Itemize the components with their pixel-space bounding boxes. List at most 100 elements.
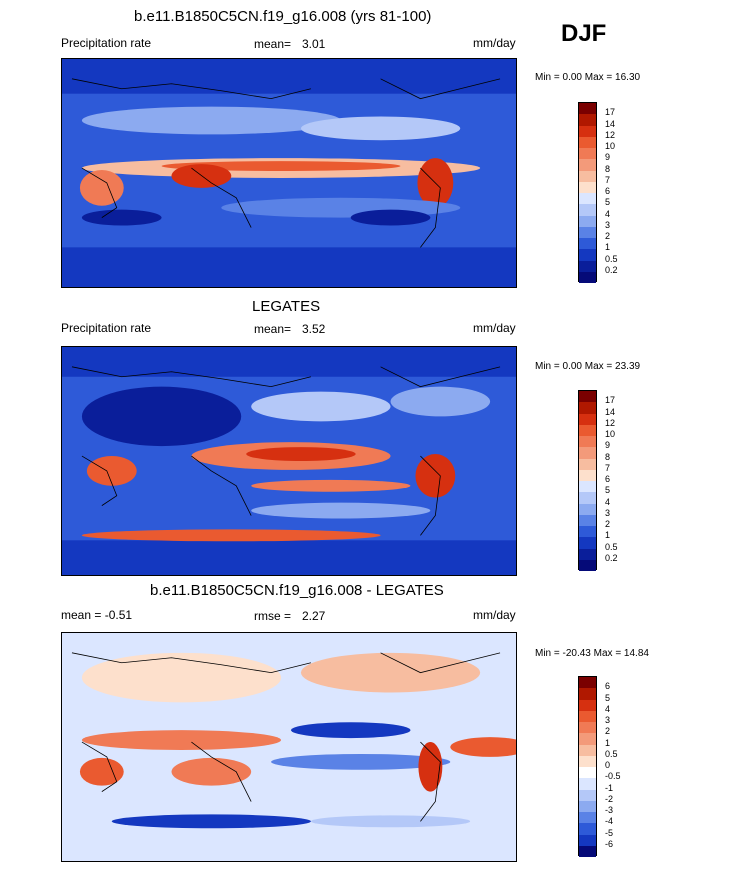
colorbar-segment [579,699,596,711]
colorbar-segment [579,215,596,227]
colorbar-segment [579,469,596,481]
colorbar-tick-label: 6 [605,186,611,196]
colorbar-tick-label: 14 [605,406,616,417]
colorbar-tick-label: 5 [605,692,611,703]
colorbar-tick-label: 8 [605,451,611,462]
colorbar-tick-label: 9 [605,152,611,163]
colorbar-tick-label: 3 [605,219,611,230]
panel3-stat-label: rmse = [254,609,292,623]
colorbar-segment [579,537,596,549]
colorbar-tick-label: 3 [605,715,611,725]
panel1-left-label: Precipitation rate [61,36,152,50]
colorbar-tick-label: -4 [605,816,614,827]
season-label: DJF [561,20,607,47]
panel3-stat-value: 2.27 [302,609,326,623]
colorbar-segment [579,447,596,459]
colorbar-segment [579,170,596,182]
panel1-title: b.e11.B1850C5CN.f19_g16.008 (yrs 81-100) [134,8,432,25]
colorbar-tick-label: 1 [605,737,611,748]
colorbar-tick-label: 2 [605,726,611,737]
colorbar-tick-label: 5 [605,197,611,208]
colorbar-tick-label: 4 [605,208,611,219]
colorbar-tick-label: 8 [605,163,611,174]
panel2-map [61,346,517,576]
colorbar-tick-label: 2 [605,519,611,529]
colorbar-segment [579,503,596,515]
panel2-stat-label: mean= [254,322,292,336]
colorbar-segment [579,481,596,493]
colorbar-segment [579,845,596,857]
colorbar-segment [579,812,596,824]
colorbar-tick-label: 6 [605,474,611,484]
colorbar-tick-label: -3 [605,805,614,815]
colorbar-tick-label: 5 [605,485,611,496]
colorbar-segment [579,114,596,126]
panel3-title: b.e11.B1850C5CN.f19_g16.008 - LEGATES [150,582,444,599]
panel1-colorbar [578,102,597,283]
colorbar-tick-label: 4 [605,496,611,507]
colorbar-tick-label: 9 [605,440,611,451]
colorbar-segment [579,136,596,148]
colorbar-segment [579,778,596,790]
panel1-map [61,58,517,288]
colorbar-segment [579,181,596,193]
colorbar-segment [579,238,596,250]
colorbar-tick-label: 0.5 [605,253,618,264]
panel2-title: LEGATES [252,298,321,315]
colorbar-tick-label: 0.5 [605,748,618,759]
colorbar-segment [579,413,596,425]
panel3-minmax: Min = -20.43 Max = 14.84 [535,648,649,659]
colorbar-tick-label: -5 [605,827,614,838]
colorbar-tick-label: -6 [605,838,614,849]
colorbar-segment [579,159,596,171]
colorbar-tick-label: 6 [605,681,611,692]
colorbar-tick-label: 17 [605,107,616,118]
panel2-stat-value: 3.52 [302,322,326,336]
colorbar-segment [579,526,596,538]
colorbar-segment [579,548,596,560]
colorbar-segment [579,193,596,205]
colorbar-segment [579,834,596,846]
colorbar-tick-label: -0.5 [605,771,621,782]
colorbar-tick-label: 1 [605,530,611,541]
colorbar-segment [579,436,596,448]
panel3-colorbar [578,676,597,857]
colorbar-segment [579,260,596,272]
panel1-minmax: Min = 0.00 Max = 16.30 [535,72,641,83]
panel2-left-label: Precipitation rate [61,321,152,335]
panel1-stat-value: 3.01 [302,37,326,51]
panel3-units: mm/day [473,608,516,622]
colorbar-segment [579,744,596,756]
colorbar-segment [579,204,596,216]
colorbar-segment [579,103,596,115]
colorbar-segment [579,823,596,835]
colorbar-segment [579,559,596,571]
colorbar-segment [579,226,596,238]
colorbar-tick-label: 4 [605,703,611,714]
colorbar-segment [579,800,596,812]
colorbar-segment [579,271,596,283]
colorbar-segment [579,458,596,470]
colorbar-segment [579,391,596,403]
colorbar-segment [579,688,596,700]
colorbar-segment [579,710,596,722]
colorbar-tick-label: 7 [605,174,611,185]
panel1-units: mm/day [473,36,516,50]
colorbar-tick-label: 14 [605,118,616,129]
colorbar-segment [579,767,596,779]
colorbar-tick-label: 3 [605,507,611,518]
colorbar-tick-label: 0.2 [605,552,618,563]
panel3-left-label: mean = -0.51 [61,608,133,622]
colorbar-segment [579,424,596,436]
panel2-units: mm/day [473,321,516,335]
colorbar-segment [579,249,596,261]
colorbar-segment [579,402,596,414]
colorbar-segment [579,722,596,734]
colorbar-tick-label: 0 [605,760,611,770]
colorbar-segment [579,733,596,745]
colorbar-segment [579,755,596,767]
colorbar-segment [579,514,596,526]
colorbar-tick-label: 10 [605,429,616,439]
panel1-stat-label: mean= [254,37,292,51]
colorbar-segment [579,492,596,504]
